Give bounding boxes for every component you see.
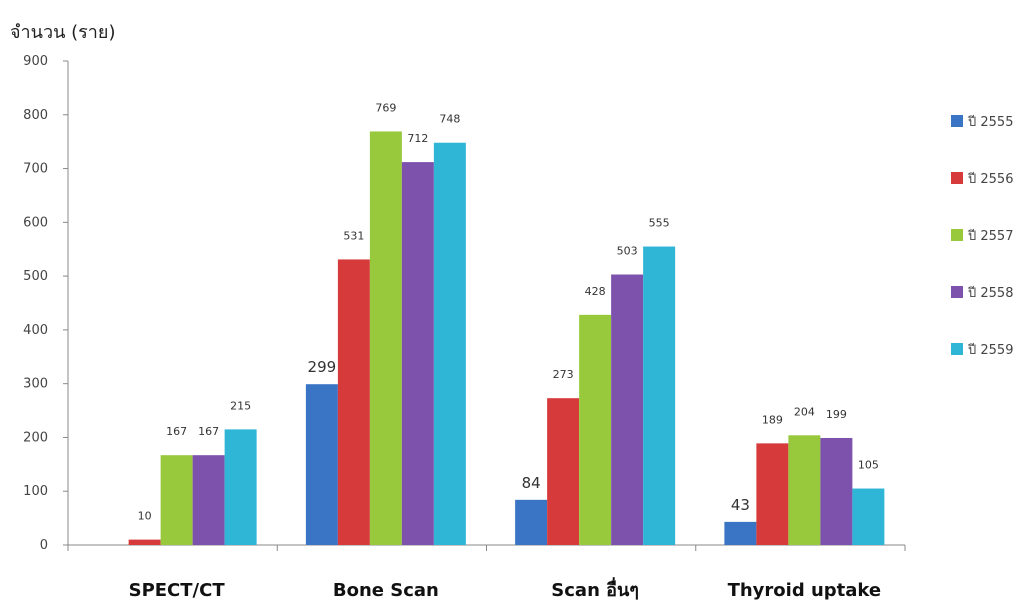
- bar: [852, 488, 885, 545]
- legend-swatch: [951, 172, 963, 184]
- bar: [820, 437, 853, 545]
- bar: [401, 162, 434, 545]
- bar: [305, 384, 338, 545]
- legend-item: ปี 2558: [951, 285, 1013, 301]
- bar: [369, 131, 402, 545]
- bar: [643, 246, 676, 546]
- legend-label: ปี 2557: [967, 228, 1013, 244]
- bar: [160, 455, 193, 545]
- data-label: 215: [230, 399, 251, 412]
- bar: [337, 259, 370, 545]
- bar: [515, 499, 548, 545]
- data-label: 555: [649, 217, 670, 230]
- legend-item: ปี 2555: [951, 114, 1013, 130]
- data-label: 531: [343, 229, 364, 242]
- legend-swatch: [951, 343, 963, 355]
- bar: [579, 314, 612, 545]
- x-tick-label: SPECT/CT: [129, 580, 226, 601]
- data-label: 43: [731, 496, 750, 514]
- y-tick-label: 400: [23, 323, 48, 338]
- y-tick-label: 0: [40, 538, 48, 553]
- data-label: 503: [617, 244, 638, 257]
- data-label: 428: [585, 285, 606, 298]
- legend: ปี 2555 ปี 2556 ปี 2557 ปี 2558 ปี 2559: [951, 114, 1013, 358]
- bar: [611, 274, 644, 545]
- legend-item: ปี 2556: [951, 171, 1013, 187]
- data-label: 84: [522, 474, 541, 492]
- legend-item: ปี 2557: [951, 228, 1013, 244]
- y-tick-label: 500: [23, 269, 48, 284]
- bar: [128, 539, 161, 545]
- data-label: 105: [858, 459, 879, 472]
- data-label: 189: [762, 413, 783, 426]
- y-tick-label: 100: [23, 484, 48, 499]
- y-tick-label: 700: [23, 162, 48, 177]
- y-tick-label: 200: [23, 430, 48, 445]
- x-tick-label: Scan อื่นๆ: [551, 577, 639, 601]
- x-tick-label: Bone Scan: [333, 580, 439, 601]
- data-label: 769: [375, 101, 396, 114]
- legend-swatch: [951, 229, 963, 241]
- bar: [224, 429, 257, 545]
- legend-swatch: [951, 115, 963, 127]
- legend-item: ปี 2559: [951, 342, 1013, 358]
- data-label: 204: [794, 405, 815, 418]
- y-axis-title: จำนวน (ราย): [10, 22, 115, 43]
- x-tick-labels: SPECT/CT Bone Scan Scan อื่นๆ Thyroid uptak…: [129, 577, 882, 601]
- bar: [547, 398, 580, 545]
- data-label: 167: [198, 425, 219, 438]
- data-label: 167: [166, 425, 187, 438]
- data-label: 199: [826, 408, 847, 421]
- data-label: 712: [407, 132, 428, 145]
- data-label: 748: [439, 113, 460, 126]
- bar: [756, 443, 789, 545]
- y-tick-label: 600: [23, 215, 48, 230]
- bars: [128, 131, 885, 546]
- bar: [724, 521, 757, 545]
- data-label: 273: [553, 368, 574, 381]
- x-tick-label: Thyroid uptake: [728, 580, 882, 601]
- legend-label: ปี 2558: [967, 285, 1013, 301]
- bar: [433, 142, 466, 545]
- y-tick-label: 900: [23, 54, 48, 69]
- bar: [788, 435, 821, 545]
- data-labels: 10 167 167 215 299 531 769 712 748 84 273 428 503 555…: [138, 101, 879, 522]
- y-tick-label: 800: [23, 108, 48, 123]
- bar: [192, 455, 225, 545]
- legend-label: ปี 2559: [967, 342, 1013, 358]
- data-label: 10: [138, 510, 152, 523]
- legend-label: ปี 2556: [967, 171, 1013, 187]
- axes: 0 100 200 300 400 500 600 700 800 900: [23, 54, 906, 553]
- legend-label: ปี 2555: [967, 114, 1013, 130]
- data-label: 299: [308, 358, 337, 376]
- y-tick-label: 300: [23, 377, 48, 392]
- legend-swatch: [951, 286, 963, 298]
